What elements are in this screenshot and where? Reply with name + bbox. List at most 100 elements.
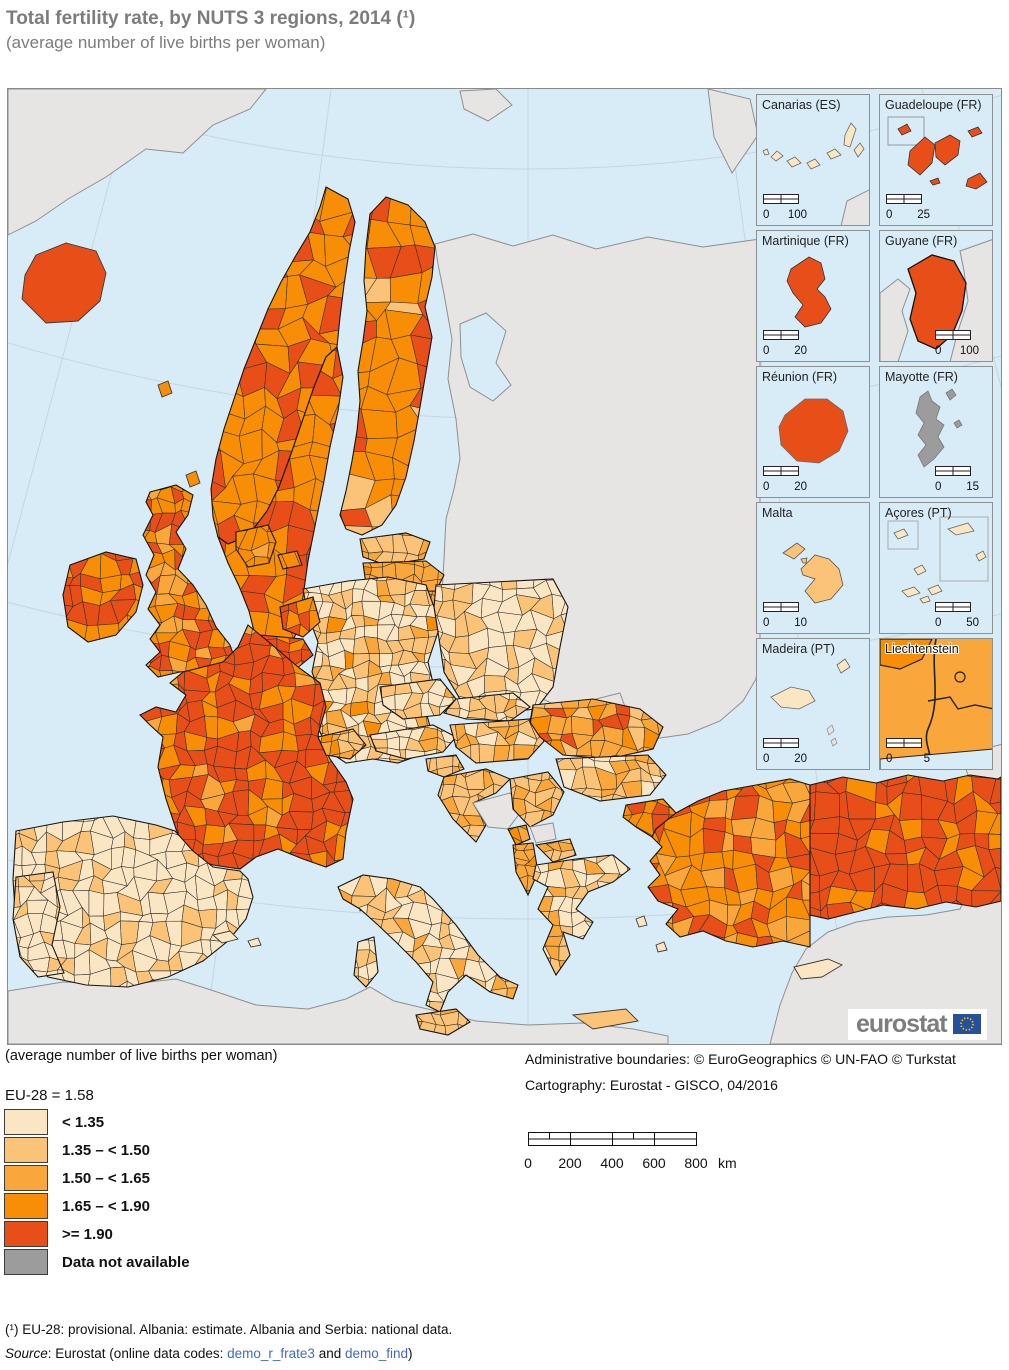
region-balearics <box>212 930 262 948</box>
scalebar-tick: 400 <box>600 1155 624 1171</box>
region-kosovo <box>529 822 557 844</box>
source-line: Source: Eurostat (online data codes: dem… <box>5 1346 413 1361</box>
inset-liechtenstein: Liechtenstein 0 5 <box>879 638 993 770</box>
inset-scalebar: 0 50 <box>935 599 987 629</box>
page-title: Total fertility rate, by NUTS 3 regions,… <box>6 8 416 29</box>
legend-unit-note: (average number of live births per woman… <box>5 1048 278 1064</box>
scalebar-ticks: 0 200 400 600 800 km <box>524 1155 784 1171</box>
scalebar-tick: 200 <box>558 1155 582 1171</box>
eurostat-logo: eurostat <box>848 1009 987 1040</box>
inset-malta: Malta 0 10 <box>756 502 870 634</box>
legend: < 1.35 1.35 – < 1.50 1.50 – < 1.65 1.65 – <… <box>4 1108 190 1276</box>
source-link-demo-find[interactable]: demo_find <box>344 1346 409 1361</box>
inset-scalebar: 0 100 <box>935 327 987 357</box>
region-cyprus <box>793 958 843 980</box>
inset-r-union-fr: Réunion (FR) 0 20 <box>756 366 870 498</box>
inset-label: Liechtenstein <box>885 642 959 656</box>
inset-map-art <box>762 122 869 225</box>
credits-boundaries: Administrative boundaries: © EuroGeograp… <box>525 1051 956 1067</box>
scalebar-tick: 0 <box>524 1155 532 1171</box>
region-turkey-east <box>809 774 1001 920</box>
region-svalbard <box>459 89 513 122</box>
white-sea <box>459 312 512 402</box>
eu-flag-icon <box>952 1014 981 1034</box>
source-link-demo-r-frate3[interactable]: demo_r_frate3 <box>227 1346 315 1361</box>
legend-swatch <box>4 1193 48 1219</box>
region-greece <box>532 854 631 977</box>
inset-label: Martinique (FR) <box>762 234 849 248</box>
europe-choropleth-map <box>8 89 1001 1044</box>
eurostat-logo-text: eurostat <box>856 1010 948 1038</box>
legend-swatch <box>4 1109 48 1135</box>
legend-row: 1.35 – < 1.50 <box>4 1136 190 1164</box>
inset-label: Madeira (PT) <box>762 642 835 656</box>
page-subtitle: (average number of live births per woman… <box>6 33 326 52</box>
legend-eu-value: EU-28 = 1.58 <box>5 1087 94 1104</box>
legend-row: Data not available <box>4 1248 190 1276</box>
region-faroe <box>157 380 173 398</box>
inset-label: Açores (PT) <box>885 506 952 520</box>
credits-cartography: Cartography: Eurostat - GISCO, 04/2016 <box>525 1077 778 1093</box>
legend-swatch <box>4 1165 48 1191</box>
legend-row: 1.65 – < 1.90 <box>4 1192 190 1220</box>
inset-scalebar: 0 100 <box>763 191 815 221</box>
legend-label: 1.65 – < 1.90 <box>62 1197 150 1215</box>
scalebar-graphic <box>528 1132 697 1146</box>
region-iceland <box>21 242 107 324</box>
inset-map-art <box>782 542 844 604</box>
inset-map-art <box>778 398 849 464</box>
inset-scalebar: 0 20 <box>763 327 815 357</box>
legend-row: < 1.35 <box>4 1108 190 1136</box>
inset-a-ores-pt: Açores (PT) 0 50 <box>879 502 993 634</box>
inset-map-art <box>786 256 832 328</box>
region-north-africa <box>8 978 669 1044</box>
inset-canarias-es: Canarias (ES) 0 100 <box>756 94 870 226</box>
inset-label: Réunion (FR) <box>762 370 838 384</box>
region-crete <box>571 1008 639 1030</box>
inset-guadeloupe-fr: Guadeloupe (FR) 0 25 <box>879 94 993 226</box>
region-czechia <box>379 678 457 720</box>
scalebar-unit: km <box>718 1155 737 1171</box>
inset-mayotte-fr: Mayotte (FR) 0 15 <box>879 366 993 498</box>
inset-map-art <box>887 116 988 190</box>
inset-scalebar: 0 25 <box>886 191 938 221</box>
inset-label: Canarias (ES) <box>762 98 841 112</box>
legend-row: 1.50 – < 1.65 <box>4 1164 190 1192</box>
inset-scalebar: 0 15 <box>935 463 987 493</box>
inset-label: Mayotte (FR) <box>885 370 958 384</box>
region-shetland <box>185 470 201 488</box>
inset-map-art <box>770 658 851 747</box>
inset-scalebar: 0 20 <box>763 463 815 493</box>
scalebar-tick: 600 <box>642 1155 666 1171</box>
overseas-insets-panel: Canarias (ES) 0 100 Guadeloupe (FR) 0 25 Marti… <box>756 94 996 770</box>
scalebar-tick: 800 <box>684 1155 708 1171</box>
legend-swatch <box>4 1249 48 1275</box>
inset-scalebar: 0 20 <box>763 735 815 765</box>
inset-map-art <box>915 388 963 468</box>
inset-guyane-fr: Guyane (FR) 0 100 <box>879 230 993 362</box>
legend-label: >= 1.90 <box>62 1225 113 1243</box>
legend-row: >= 1.90 <box>4 1220 190 1248</box>
map-credits: Administrative boundaries: © EuroGeograp… <box>525 1046 956 1098</box>
region-bulgaria <box>555 754 667 802</box>
inset-label: Malta <box>762 506 793 520</box>
region-bosnia-herzegovina <box>472 792 524 830</box>
inset-scalebar: 0 10 <box>763 599 815 629</box>
legend-label: Data not available <box>62 1253 190 1271</box>
region-novaya-zemlya <box>707 89 759 174</box>
footnote: (¹) EU-28: provisional. Albania: estimat… <box>5 1322 453 1337</box>
map-scalebar: 0 200 400 600 800 km <box>524 1128 784 1171</box>
legend-swatch <box>4 1137 48 1163</box>
source-label: Source <box>5 1346 48 1361</box>
inset-martinique-fr: Martinique (FR) 0 20 <box>756 230 870 362</box>
legend-label: < 1.35 <box>62 1113 105 1131</box>
inset-madeira-pt: Madeira (PT) 0 20 <box>756 638 870 770</box>
inset-map-art <box>887 516 989 604</box>
region-aegean-islands <box>635 915 668 953</box>
europe-map-frame: Canarias (ES) 0 100 Guadeloupe (FR) 0 25 Marti… <box>7 88 1002 1045</box>
legend-swatch <box>4 1221 48 1247</box>
inset-label: Guyane (FR) <box>885 234 958 248</box>
legend-label: 1.35 – < 1.50 <box>62 1141 150 1159</box>
